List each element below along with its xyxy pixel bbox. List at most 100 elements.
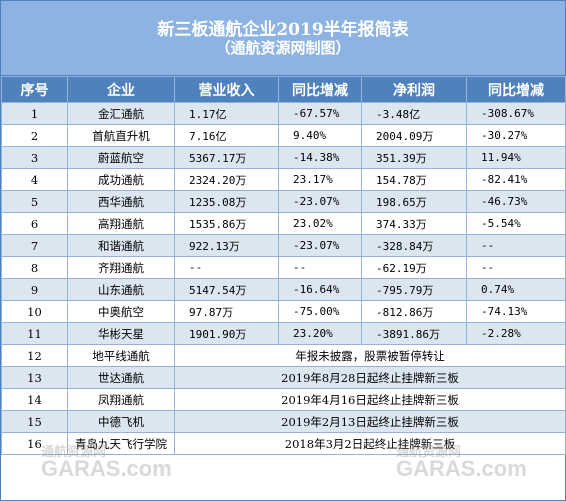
revenue-cell: 5367.17万 [174, 146, 279, 169]
company-name: 青岛九天飞行学院 [67, 432, 175, 455]
table-row: 13 世达通航 2019年8月28日起终止挂牌新三板 [1, 366, 566, 389]
header-revenue: 营业收入 [174, 76, 279, 103]
table-row: 10 中奥航空 97.87万 -75.00% -812.86万 -74.13% [1, 300, 566, 323]
row-number: 6 [1, 212, 68, 235]
table-row: 7 和谐通航 922.13万 -23.07% -328.84万 -- [1, 234, 566, 257]
revenue-change-cell: -- [278, 256, 362, 279]
profit-change-cell: -82.41% [466, 168, 566, 191]
status-note: 2019年4月16日起终止挂牌新三板 [174, 388, 566, 411]
header-row: 序号 企业 营业收入 同比增减 净利润 同比增减 [1, 76, 566, 103]
revenue-cell: 5147.54万 [174, 278, 279, 301]
company-name: 成功通航 [67, 168, 175, 191]
table-row: 6 高翔通航 1535.86万 23.02% 374.33万 -5.54% [1, 212, 566, 235]
financial-table: 序号 企业 营业收入 同比增减 净利润 同比增减 1 金汇通航 1.17亿 -67.5… [1, 76, 566, 455]
table-row: 1 金汇通航 1.17亿 -67.57% -3.48亿 -308.67% [1, 102, 566, 125]
revenue-change-cell: -23.07% [278, 190, 362, 213]
header-profit-change: 同比增减 [466, 76, 566, 103]
revenue-change-cell: -23.07% [278, 234, 362, 257]
company-name: 金汇通航 [67, 102, 175, 125]
profit-change-cell: -308.67% [466, 102, 566, 125]
company-name: 华彬天星 [67, 322, 175, 345]
revenue-change-cell: 9.40% [278, 124, 362, 147]
table-row: 5 西华通航 1235.08万 -23.07% 198.65万 -46.73% [1, 190, 566, 213]
net-profit-cell: 351.39万 [361, 146, 467, 169]
row-number: 4 [1, 168, 68, 191]
profit-change-cell: 11.94% [466, 146, 566, 169]
revenue-cell: 1535.86万 [174, 212, 279, 235]
revenue-cell: 922.13万 [174, 234, 279, 257]
net-profit-cell: 2004.09万 [361, 124, 467, 147]
row-number: 10 [1, 300, 68, 323]
company-name: 齐翔通航 [67, 256, 175, 279]
revenue-cell: 1.17亿 [174, 102, 279, 125]
revenue-cell: 2324.20万 [174, 168, 279, 191]
table-body: 1 金汇通航 1.17亿 -67.57% -3.48亿 -308.67% 2 首航直升机 7.1… [1, 102, 566, 455]
row-number: 8 [1, 256, 68, 279]
table-title: 新三板通航企业2019半年报简表 [157, 20, 409, 40]
row-number: 16 [1, 432, 68, 455]
revenue-change-cell: 23.20% [278, 322, 362, 345]
net-profit-cell: -3.48亿 [361, 102, 467, 125]
table-row: 11 华彬天星 1901.90万 23.20% -3891.86万 -2.28% [1, 322, 566, 345]
table-row: 3 蔚蓝航空 5367.17万 -14.38% 351.39万 11.94% [1, 146, 566, 169]
company-name: 西华通航 [67, 190, 175, 213]
profit-change-cell: -74.13% [466, 300, 566, 323]
net-profit-cell: 374.33万 [361, 212, 467, 235]
header-no: 序号 [1, 76, 68, 103]
header-revenue-change: 同比增减 [278, 76, 362, 103]
profit-change-cell: -2.28% [466, 322, 566, 345]
row-number: 12 [1, 344, 68, 367]
net-profit-cell: -812.86万 [361, 300, 467, 323]
status-note: 2018年3月2日起终止挂牌新三板 [174, 432, 566, 455]
status-note: 2019年8月28日起终止挂牌新三板 [174, 366, 566, 389]
company-name: 中德飞机 [67, 410, 175, 433]
row-number: 9 [1, 278, 68, 301]
table-subtitle: （通航资源网制图） [215, 39, 351, 57]
table-row: 4 成功通航 2324.20万 23.17% 154.78万 -82.41% [1, 168, 566, 191]
revenue-change-cell: -16.64% [278, 278, 362, 301]
table-row: 8 齐翔通航 -- -- -62.19万 -- [1, 256, 566, 279]
revenue-change-cell: -75.00% [278, 300, 362, 323]
revenue-cell: 1235.08万 [174, 190, 279, 213]
table-row: 14 凤翔通航 2019年4月16日起终止挂牌新三板 [1, 388, 566, 411]
row-number: 2 [1, 124, 68, 147]
revenue-cell: 7.16亿 [174, 124, 279, 147]
row-number: 14 [1, 388, 68, 411]
revenue-change-cell: -67.57% [278, 102, 362, 125]
company-name: 中奥航空 [67, 300, 175, 323]
table-row: 9 山东通航 5147.54万 -16.64% -795.79万 0.74% [1, 278, 566, 301]
row-number: 1 [1, 102, 68, 125]
company-name: 高翔通航 [67, 212, 175, 235]
net-profit-cell: 198.65万 [361, 190, 467, 213]
company-name: 地平线通航 [67, 344, 175, 367]
profit-change-cell: -5.54% [466, 212, 566, 235]
row-number: 15 [1, 410, 68, 433]
profit-change-cell: 0.74% [466, 278, 566, 301]
row-number: 13 [1, 366, 68, 389]
net-profit-cell: -795.79万 [361, 278, 467, 301]
revenue-cell: 97.87万 [174, 300, 279, 323]
revenue-change-cell: 23.02% [278, 212, 362, 235]
company-name: 蔚蓝航空 [67, 146, 175, 169]
net-profit-cell: 154.78万 [361, 168, 467, 191]
table-row: 15 中德飞机 2019年2月13日起终止挂牌新三板 [1, 410, 566, 433]
header-net-profit: 净利润 [361, 76, 467, 103]
company-name: 山东通航 [67, 278, 175, 301]
net-profit-cell: -3891.86万 [361, 322, 467, 345]
net-profit-cell: -62.19万 [361, 256, 467, 279]
status-note: 2019年2月13日起终止挂牌新三板 [174, 410, 566, 433]
net-profit-cell: -328.84万 [361, 234, 467, 257]
profit-change-cell: -- [466, 256, 566, 279]
profit-change-cell: -30.27% [466, 124, 566, 147]
company-name: 世达通航 [67, 366, 175, 389]
status-note: 年报未披露，股票被暂停转让 [174, 344, 566, 367]
profit-change-cell: -46.73% [466, 190, 566, 213]
revenue-cell: 1901.90万 [174, 322, 279, 345]
company-name: 和谐通航 [67, 234, 175, 257]
title-banner: 新三板通航企业2019半年报简表 （通航资源网制图） [1, 1, 565, 76]
row-number: 11 [1, 322, 68, 345]
company-name: 首航直升机 [67, 124, 175, 147]
company-name: 凤翔通航 [67, 388, 175, 411]
table-row: 2 首航直升机 7.16亿 9.40% 2004.09万 -30.27% [1, 124, 566, 147]
